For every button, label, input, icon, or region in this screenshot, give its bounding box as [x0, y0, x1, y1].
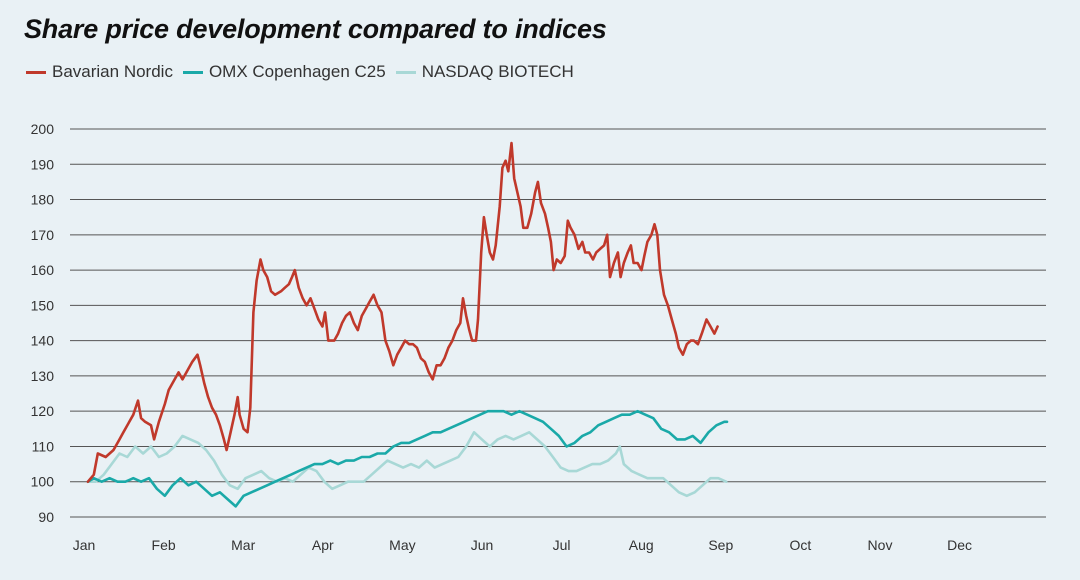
y-tick-label: 170: [31, 227, 55, 243]
y-tick-label: 90: [38, 509, 54, 525]
x-tick-label: Nov: [868, 537, 893, 553]
y-tick-label: 200: [31, 121, 55, 137]
legend-item-omx-c25: OMX Copenhagen C25: [182, 62, 386, 82]
grid-lines: [70, 128, 1046, 518]
legend-item-nasdaq-biotech: NASDAQ BIOTECH: [395, 62, 574, 82]
legend-swatch-omx-c25: [182, 70, 203, 74]
y-axis-labels: 90 100 110 120 130 140 150 160 170 180 190 200: [31, 121, 55, 525]
x-tick-label: Mar: [231, 537, 255, 553]
y-tick-label: 180: [31, 192, 55, 208]
y-tick-label: 140: [31, 333, 55, 349]
x-tick-label: Jan: [73, 537, 96, 553]
chart-legend: Bavarian Nordic OMX Copenhagen C25 NASDA…: [26, 62, 574, 82]
legend-label-omx-c25: OMX Copenhagen C25: [208, 62, 386, 81]
y-tick-label: 110: [32, 438, 55, 454]
x-tick-label: Aug: [629, 537, 654, 553]
x-tick-label: Apr: [312, 537, 334, 553]
x-tick-label: Dec: [947, 537, 972, 553]
y-tick-label: 120: [31, 403, 55, 419]
x-tick-label: Jun: [471, 537, 494, 553]
y-tick-label: 160: [31, 262, 55, 278]
series-line-nasdaq-biotech: [86, 431, 728, 498]
y-tick-label: 130: [31, 368, 55, 384]
x-axis-labels: Jan Feb Mar Apr May Jun Jul Aug Sep Oct Nov Dec: [73, 537, 972, 553]
y-tick-label: 100: [31, 474, 55, 490]
chart-title: Share price development compared to indi…: [24, 14, 607, 44]
y-tick-label: 190: [31, 156, 55, 172]
x-tick-label: Oct: [790, 537, 812, 553]
legend-swatch-nasdaq-biotech: [395, 70, 416, 74]
legend-item-bavarian-nordic: Bavarian Nordic: [26, 62, 173, 82]
y-tick-label: 150: [31, 297, 55, 313]
series-line-omx-copenhagen-c25: [86, 409, 729, 508]
legend-label-bavarian-nordic: Bavarian Nordic: [52, 62, 173, 81]
x-tick-label: Feb: [152, 537, 176, 553]
legend-swatch-bavarian-nordic: [26, 70, 46, 74]
series-lines: [86, 141, 729, 508]
x-tick-label: Sep: [708, 537, 733, 553]
x-tick-label: Jul: [553, 537, 571, 553]
legend-label-nasdaq-biotech: NASDAQ BIOTECH: [421, 62, 574, 81]
series-line-bavarian-nordic: [86, 141, 719, 483]
x-tick-label: May: [389, 537, 415, 553]
